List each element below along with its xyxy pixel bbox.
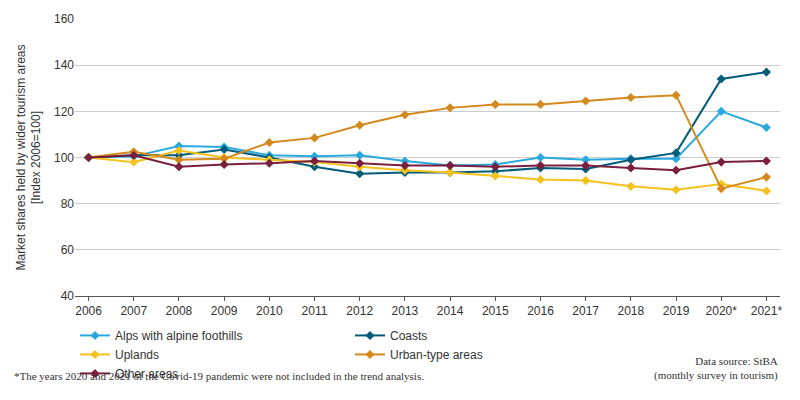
svg-text:Market shares held by wider to: Market shares held by wider tourism area… bbox=[14, 44, 44, 270]
svg-text:100: 100 bbox=[54, 151, 74, 165]
svg-text:*The years 2020 and 2021 of th: *The years 2020 and 2021 of the Covid-19… bbox=[14, 370, 424, 382]
svg-text:2021*: 2021* bbox=[751, 304, 783, 318]
svg-text:2011: 2011 bbox=[302, 304, 328, 318]
svg-text:Coasts: Coasts bbox=[390, 329, 427, 343]
svg-text:40: 40 bbox=[61, 289, 75, 303]
svg-text:2016: 2016 bbox=[527, 304, 554, 318]
svg-text:2009: 2009 bbox=[211, 304, 238, 318]
svg-text:2010: 2010 bbox=[256, 304, 283, 318]
svg-text:2013: 2013 bbox=[392, 304, 419, 318]
svg-text:80: 80 bbox=[61, 197, 75, 211]
svg-text:160: 160 bbox=[54, 12, 74, 26]
svg-text:Urban-type areas: Urban-type areas bbox=[390, 348, 483, 362]
svg-text:2007: 2007 bbox=[120, 304, 147, 318]
svg-text:140: 140 bbox=[54, 58, 74, 72]
svg-text:Alps with alpine foothills: Alps with alpine foothills bbox=[115, 329, 242, 343]
svg-text:2017: 2017 bbox=[572, 304, 599, 318]
svg-text:2015: 2015 bbox=[482, 304, 509, 318]
svg-text:2019: 2019 bbox=[663, 304, 690, 318]
svg-text:2012: 2012 bbox=[346, 304, 373, 318]
svg-text:120: 120 bbox=[54, 105, 74, 119]
svg-text:2020*: 2020* bbox=[706, 304, 738, 318]
svg-text:Uplands: Uplands bbox=[115, 348, 159, 362]
svg-text:Data source: StBA(monthly surv: Data source: StBA(monthly survey in tour… bbox=[654, 355, 778, 382]
svg-text:2006: 2006 bbox=[75, 304, 102, 318]
svg-text:60: 60 bbox=[61, 243, 75, 257]
svg-text:2014: 2014 bbox=[437, 304, 464, 318]
svg-text:2008: 2008 bbox=[166, 304, 193, 318]
svg-text:Other areas: Other areas bbox=[115, 367, 178, 381]
svg-text:2018: 2018 bbox=[618, 304, 645, 318]
